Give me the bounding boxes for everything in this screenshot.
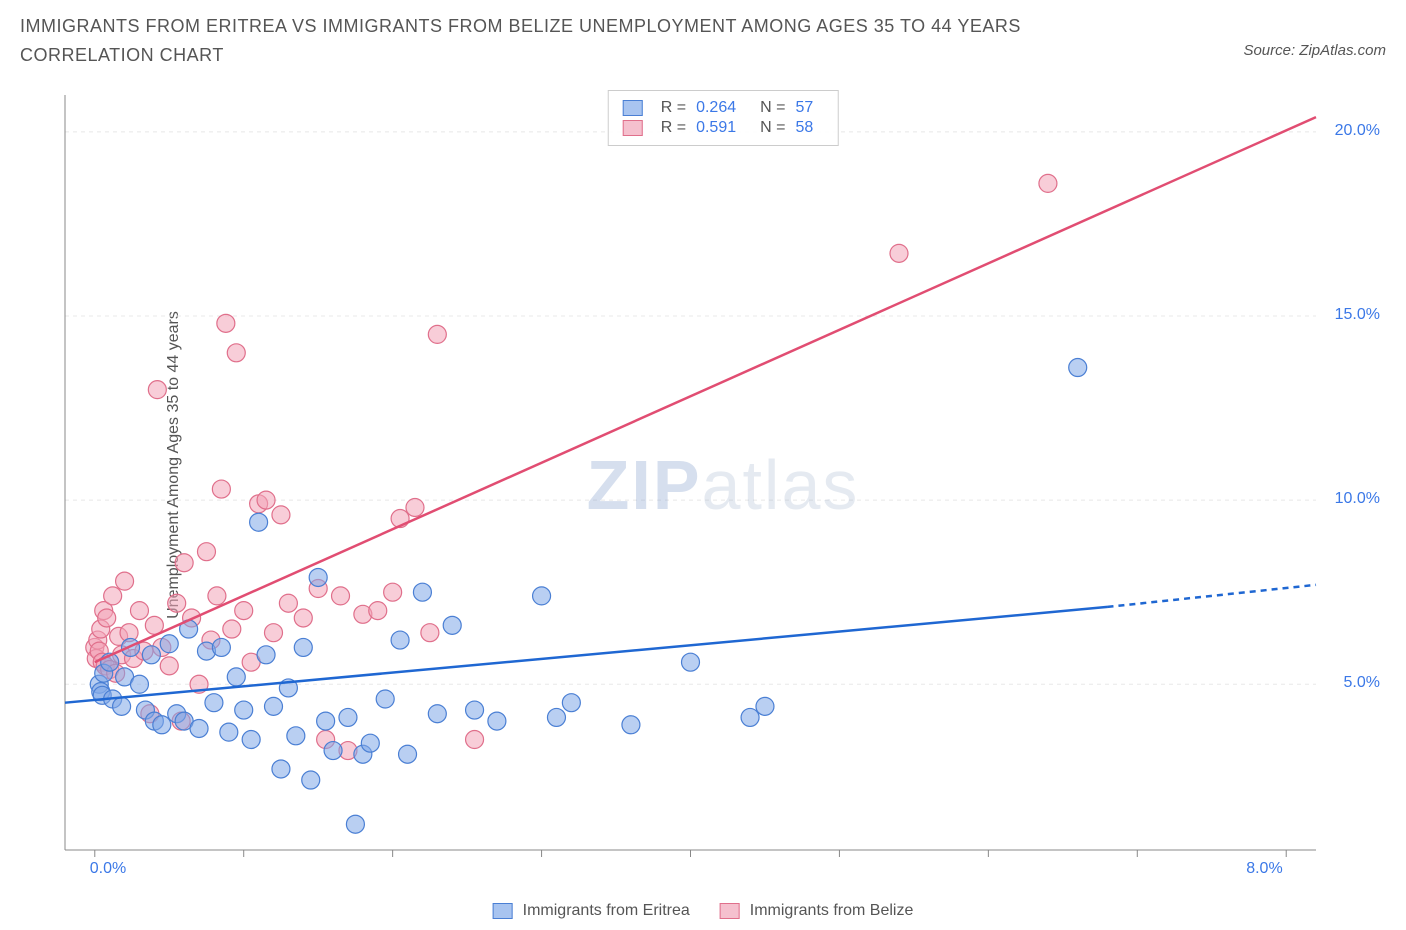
legend-swatch-belize — [720, 903, 740, 919]
y-tick-label: 10.0% — [1335, 490, 1380, 508]
y-tick-label: 15.0% — [1335, 306, 1380, 324]
series-legend: Immigrants from Eritrea Immigrants from … — [493, 902, 914, 920]
correlation-legend: R = 0.264 N = 57 R = 0.591 N = 58 — [608, 90, 839, 146]
y-tick-label: 5.0% — [1344, 674, 1380, 692]
chart-area: ZIPatlas R = 0.264 N = 57 R = 0.591 N = … — [60, 90, 1386, 880]
series-legend-item: Immigrants from Eritrea — [493, 902, 690, 920]
source-attribution: Source: ZipAtlas.com — [1243, 42, 1386, 59]
legend-swatch-belize — [623, 120, 643, 136]
series-legend-item: Immigrants from Belize — [720, 902, 914, 920]
y-tick-label: 20.0% — [1335, 122, 1380, 140]
title-bar: IMMIGRANTS FROM ERITREA VS IMMIGRANTS FR… — [20, 12, 1386, 70]
legend-swatch-eritrea — [493, 903, 513, 919]
legend-swatch-eritrea — [623, 100, 643, 116]
chart-title: IMMIGRANTS FROM ERITREA VS IMMIGRANTS FR… — [20, 12, 1120, 70]
x-tick-label: 0.0% — [90, 860, 126, 878]
correlation-legend-row: R = 0.591 N = 58 — [623, 119, 824, 137]
scatter-plot — [60, 90, 1386, 880]
x-tick-label: 8.0% — [1246, 860, 1282, 878]
correlation-legend-row: R = 0.264 N = 57 — [623, 99, 824, 117]
